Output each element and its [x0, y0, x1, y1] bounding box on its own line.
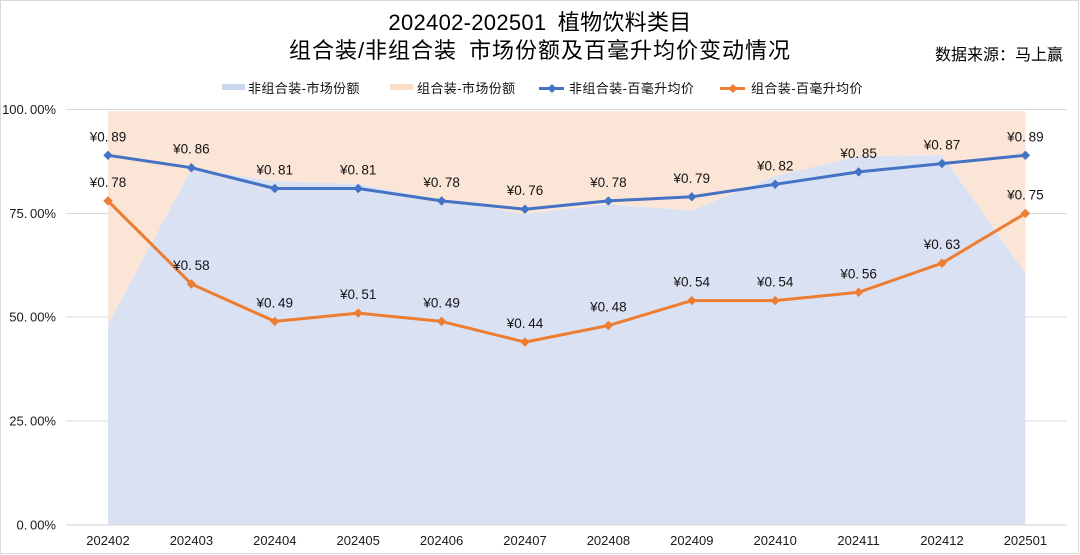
- svg-text:202405: 202405: [337, 533, 380, 548]
- svg-text:¥0. 48: ¥0. 48: [589, 300, 627, 315]
- svg-text:¥0. 76: ¥0. 76: [506, 183, 544, 198]
- svg-text:0. 00%: 0. 00%: [17, 517, 57, 532]
- svg-text:¥0. 85: ¥0. 85: [839, 146, 877, 161]
- svg-text:¥0. 82: ¥0. 82: [756, 158, 794, 173]
- svg-text:202403: 202403: [170, 533, 213, 548]
- svg-text:¥0. 56: ¥0. 56: [839, 266, 877, 281]
- svg-text:202408: 202408: [587, 533, 630, 548]
- svg-text:202406: 202406: [420, 533, 463, 548]
- svg-text:¥0. 49: ¥0. 49: [422, 295, 460, 310]
- svg-text:202412: 202412: [920, 533, 963, 548]
- svg-text:¥0. 75: ¥0. 75: [1006, 187, 1044, 202]
- svg-text:¥0. 81: ¥0. 81: [339, 163, 377, 178]
- svg-text:¥0. 51: ¥0. 51: [339, 287, 377, 302]
- svg-text:100. 00%: 100. 00%: [2, 102, 56, 117]
- svg-text:202411: 202411: [837, 533, 879, 548]
- svg-text:¥0. 63: ¥0. 63: [923, 237, 961, 252]
- svg-text:202409: 202409: [670, 533, 713, 548]
- svg-text:202404: 202404: [253, 533, 296, 548]
- svg-text:202410: 202410: [754, 533, 797, 548]
- svg-text:¥0. 58: ¥0. 58: [172, 258, 210, 273]
- svg-text:¥0. 78: ¥0. 78: [89, 175, 127, 190]
- svg-text:202402: 202402: [86, 533, 129, 548]
- svg-text:202501: 202501: [1004, 533, 1047, 548]
- svg-text:¥0. 79: ¥0. 79: [673, 171, 711, 186]
- svg-text:25. 00%: 25. 00%: [9, 414, 56, 429]
- svg-text:¥0. 81: ¥0. 81: [256, 163, 294, 178]
- svg-text:¥0. 54: ¥0. 54: [673, 275, 711, 290]
- svg-text:¥0. 89: ¥0. 89: [1006, 129, 1044, 144]
- svg-text:¥0. 89: ¥0. 89: [89, 129, 127, 144]
- svg-text:¥0. 49: ¥0. 49: [256, 295, 294, 310]
- svg-text:75. 00%: 75. 00%: [9, 206, 56, 221]
- svg-text:¥0. 78: ¥0. 78: [422, 175, 460, 190]
- svg-text:¥0. 44: ¥0. 44: [506, 316, 544, 331]
- svg-text:202407: 202407: [503, 533, 546, 548]
- svg-text:¥0. 87: ¥0. 87: [923, 138, 961, 153]
- svg-text:50. 00%: 50. 00%: [9, 310, 56, 325]
- svg-text:¥0. 54: ¥0. 54: [756, 275, 794, 290]
- svg-text:¥0. 86: ¥0. 86: [172, 142, 210, 157]
- svg-text:¥0. 78: ¥0. 78: [589, 175, 627, 190]
